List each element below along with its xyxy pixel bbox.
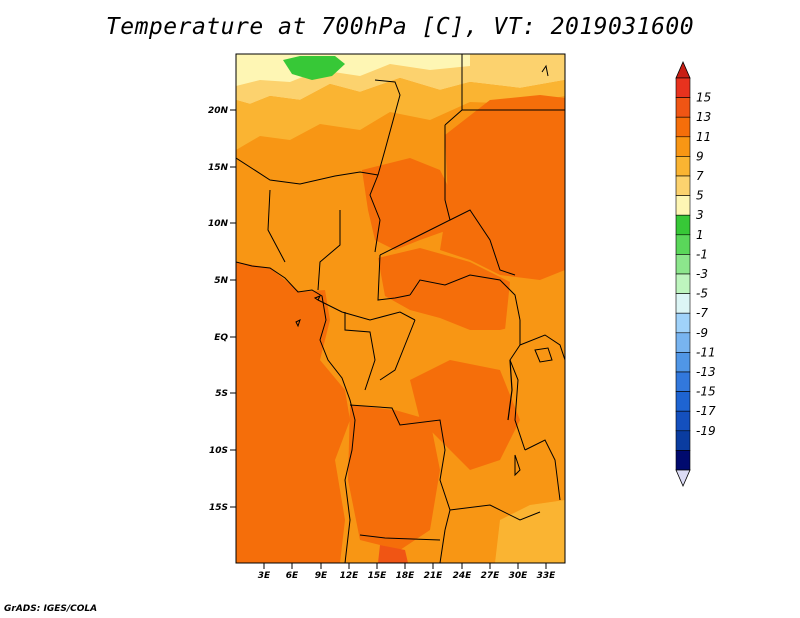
colorbar-swatch [675, 214, 691, 236]
lat-tick-15n: 15N [208, 163, 229, 173]
lon-tick-12e: 12E [340, 571, 360, 581]
grads-credit: GrADS: IGES/COLA [4, 604, 98, 614]
colorbar-swatch [675, 391, 691, 412]
lat-tick-5s: 5S [215, 389, 228, 399]
field-zone-11-chad [362, 158, 455, 250]
colorbar-swatch [675, 97, 691, 118]
colorbar-label: 9 [696, 149, 704, 163]
colorbar-label: -11 [696, 345, 716, 359]
field-zone-11-congo [410, 360, 520, 470]
colorbar-swatch [675, 116, 691, 138]
lat-axis: 20N 15N 10N 5N EQ 5S 10S 15S [208, 106, 236, 513]
lon-tick-6e: 6E [286, 571, 299, 581]
lon-axis: 3E 6E 9E 12E 15E 18E 21E 24E 27E 30E 33E [258, 563, 556, 581]
lon-tick-9e: 9E [315, 571, 328, 581]
figure-title: Temperature at 700hPa [C], VT: 201903160… [105, 14, 695, 40]
map-frame [235, 53, 566, 564]
lon-tick-24e: 24E [453, 571, 473, 581]
temperature-field [236, 54, 565, 563]
lat-tick-15s: 15S [209, 503, 228, 513]
colorbar-swatch [675, 312, 691, 334]
lon-tick-15e: 15E [368, 571, 388, 581]
colorbar-swatch [675, 77, 691, 98]
colorbar-swatch [675, 195, 691, 216]
field-zone-11-angola [348, 405, 440, 550]
colorbar-swatch [675, 332, 691, 353]
lat-tick-10s: 10S [209, 446, 228, 456]
field-zone-11-west [236, 262, 350, 563]
field-zone-1 [283, 56, 345, 80]
colorbar-swatch [675, 175, 691, 196]
field-zone-11-central [378, 248, 510, 330]
colorbar-label: -15 [696, 385, 716, 399]
colorbar-label: 1 [696, 228, 704, 242]
colorbar-label: 13 [696, 110, 711, 124]
colorbar: 15 13 11 9 7 5 3 1 -1 -3 -5 -7 -9 -11 -13 -15 -17 -19 [675, 61, 716, 487]
colorbar-label: -1 [696, 247, 708, 261]
colorbar-swatch [675, 352, 691, 373]
colorbar-bottom-arrow [675, 469, 691, 487]
lat-tick-10n: 10N [208, 219, 229, 229]
lat-tick-20n: 20N [208, 106, 229, 116]
colorbar-label: 7 [696, 169, 704, 183]
colorbar-swatch [675, 254, 691, 275]
colorbar-swatch [675, 136, 691, 157]
colorbar-label: 3 [696, 208, 704, 222]
colorbar-swatch [675, 273, 691, 294]
colorbar-swatch [675, 156, 691, 177]
colorbar-swatch [675, 410, 691, 432]
field-zone-13 [378, 545, 408, 563]
colorbar-label: 15 [696, 91, 711, 105]
colorbar-label: -5 [696, 287, 708, 301]
colorbar-label: -7 [696, 306, 708, 320]
lon-tick-21e: 21E [424, 571, 444, 581]
lon-tick-30e: 30E [509, 571, 529, 581]
colorbar-swatch [675, 450, 691, 471]
lon-tick-33e: 33E [537, 571, 557, 581]
lon-tick-18e: 18E [396, 571, 416, 581]
field-zone-9-gabon [330, 300, 385, 390]
colorbar-label: 5 [696, 189, 704, 203]
colorbar-label: -19 [696, 424, 716, 438]
lat-tick-5n: 5N [214, 276, 228, 286]
colorbar-swatch [675, 430, 691, 451]
colorbar-top-arrow [675, 61, 691, 79]
colorbar-swatch [675, 234, 691, 255]
field-zone-9-east [500, 320, 565, 450]
colorbar-label: 11 [696, 130, 711, 144]
field-zone-11-east [440, 95, 565, 280]
colorbar-label: -3 [696, 267, 708, 281]
lon-tick-27e: 27E [481, 571, 501, 581]
lon-tick-3e: 3E [258, 571, 271, 581]
lat-tick-eq: EQ [214, 333, 228, 343]
field-zone-7 [236, 78, 565, 150]
colorbar-swatch [675, 293, 691, 314]
country-borders [236, 54, 565, 563]
colorbar-swatch [675, 371, 691, 392]
colorbar-label: -13 [696, 365, 716, 379]
colorbar-label: -17 [696, 404, 716, 418]
colorbar-label: -9 [696, 326, 708, 340]
